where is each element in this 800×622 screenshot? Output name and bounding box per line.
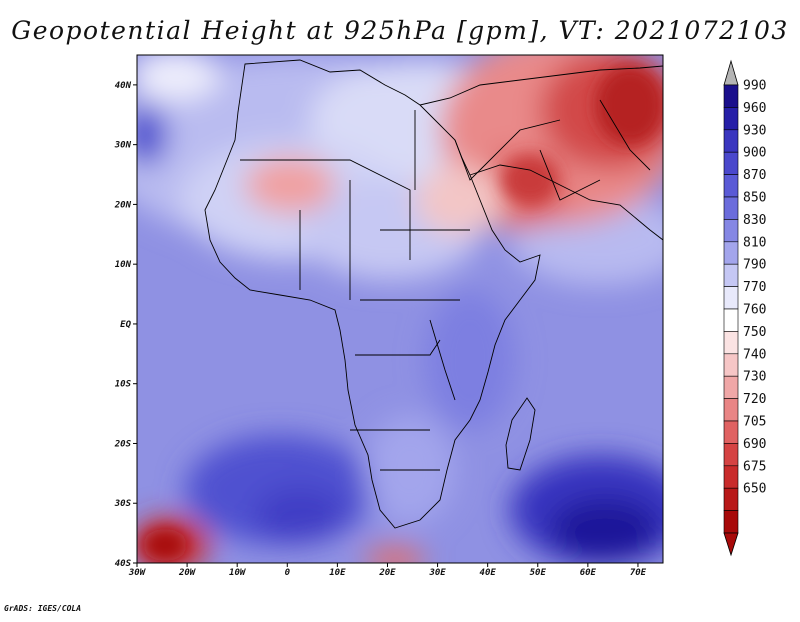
lon-label: 30W	[128, 568, 147, 578]
colorbar-label: 810	[743, 235, 766, 250]
colorbar-bottom-arrow	[723, 532, 739, 557]
colorbar-label: 900	[743, 146, 766, 161]
lat-label: 30S	[114, 499, 132, 509]
lon-label: 50E	[530, 568, 547, 578]
coastlines	[204, 59, 663, 529]
lat-label: 30N	[114, 141, 132, 151]
colorbar-swatch	[723, 84, 739, 108]
colorbar-swatch	[723, 375, 739, 399]
colorbar-label: 740	[743, 347, 766, 362]
colorbar-label: 760	[743, 303, 766, 318]
lon-label: 70E	[630, 568, 647, 578]
lon-label: 40E	[480, 568, 497, 578]
colorbar-swatch	[723, 465, 739, 489]
colorbar-label: 705	[743, 415, 766, 430]
colorbar-top-arrow	[723, 59, 739, 86]
colorbar-label: 730	[743, 370, 766, 385]
colorbar-label: 870	[743, 168, 766, 183]
height-field	[137, 55, 663, 563]
colorbar-swatch	[723, 353, 739, 377]
colorbar-label: 850	[743, 191, 766, 206]
colorbar-label: 830	[743, 213, 766, 228]
colorbar-label: 990	[743, 79, 766, 94]
credit-text: GrADS: IGES/COLA	[4, 604, 82, 613]
lon-label: 10E	[329, 568, 346, 578]
colorbar-swatch	[723, 286, 739, 310]
lat-label: 40S	[115, 559, 132, 569]
map-frame	[136, 54, 664, 564]
longitude-axis: 30W 20W 10W 0 10E 20E 30E 40E 50E 60E 70E	[128, 563, 647, 578]
colorbar: 990 960 930 900 870 850 830 810 790 770 760 750 740 7…	[723, 59, 766, 557]
colorbar-swatch	[723, 331, 739, 355]
colorbar-swatch	[723, 443, 739, 467]
lat-label: 10N	[115, 260, 132, 270]
colorbar-swatch	[723, 196, 739, 220]
lat-label: 10S	[115, 380, 132, 390]
colorbar-label: 930	[743, 123, 766, 138]
lon-label: 20E	[378, 568, 396, 578]
colorbar-swatch	[723, 308, 739, 332]
colorbar-label: 770	[743, 280, 766, 295]
colorbar-swatch	[723, 174, 739, 198]
colorbar-label: 790	[743, 258, 766, 273]
colorbar-label: 720	[743, 392, 766, 407]
lon-label: 10W	[229, 568, 247, 578]
colorbar-label: 690	[743, 437, 766, 452]
colorbar-swatch	[723, 107, 739, 131]
lon-label: 20W	[178, 568, 197, 578]
colorbar-swatch	[723, 398, 739, 422]
colorbar-label: 675	[743, 459, 766, 474]
lat-label: 20N	[114, 200, 132, 210]
colorbar-label: 960	[743, 101, 766, 116]
colorbar-swatch	[723, 219, 739, 243]
colorbar-swatch	[723, 510, 739, 534]
lat-label: 40N	[115, 81, 132, 91]
colorbar-swatch	[723, 487, 739, 511]
map-title: Geopotential Height at 925hPa [gpm], VT:…	[11, 16, 789, 45]
colorbar-label: 650	[743, 482, 766, 497]
colorbar-swatch	[723, 151, 739, 175]
colorbar-label: 750	[743, 325, 766, 340]
colorbar-swatch	[723, 241, 739, 265]
lon-label: 30E	[428, 568, 446, 578]
colorbar-swatch	[723, 129, 739, 153]
lon-label: 0	[285, 568, 291, 578]
latitude-axis: 40N 30N 20N 10N EQ 10S 20S 30S 40S	[114, 81, 137, 569]
lat-label: EQ	[120, 320, 131, 330]
lat-label: 20S	[114, 439, 132, 449]
colorbar-swatch	[723, 420, 739, 444]
lon-label: 60E	[580, 568, 597, 578]
colorbar-swatch	[723, 263, 739, 287]
